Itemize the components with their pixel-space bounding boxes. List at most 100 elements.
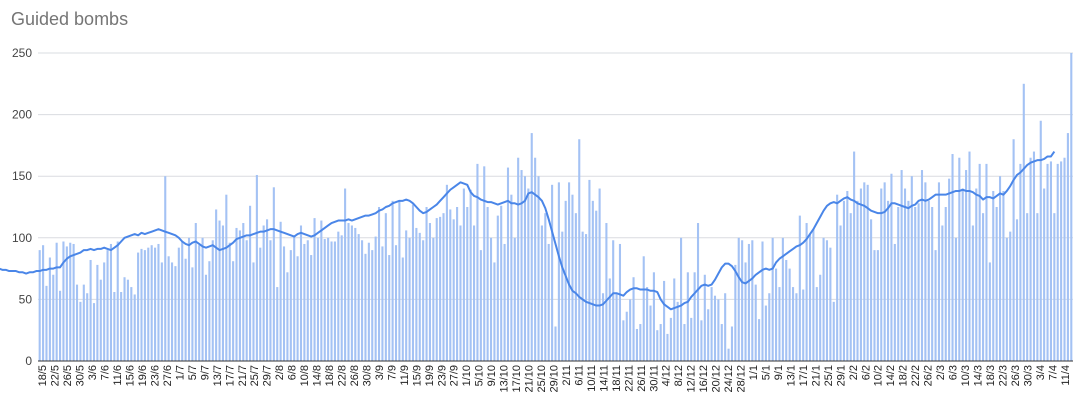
bar [812,229,815,361]
bar [228,242,231,361]
bar [381,246,384,361]
bar [751,240,754,361]
bar [656,330,659,361]
bar [184,258,187,361]
bar [211,240,214,361]
bar [489,237,493,361]
bar [761,241,764,361]
bar [598,188,601,361]
bar [764,305,767,361]
bar [340,235,343,361]
x-tick-label: 13/10 [499,365,511,393]
bar [897,207,900,361]
bar [944,207,947,361]
gridlines [38,52,1073,300]
y-tick-label: 250 [12,46,32,60]
x-tick-label: 30/11 [648,365,660,392]
bar [249,205,252,361]
bar [503,243,506,361]
bar [201,237,204,361]
bar [907,200,910,361]
bar [707,309,710,361]
bar [523,176,527,361]
bar [853,151,856,361]
bar [775,268,778,361]
bar [998,176,1002,361]
bar [367,242,370,361]
x-tick-label: 11/4 [1060,365,1072,386]
bar [204,274,208,361]
bar [194,223,197,361]
bar [1049,161,1052,361]
bar [730,326,734,361]
bar [961,188,964,361]
bar [89,259,92,361]
bar [1019,163,1022,361]
bar [496,215,499,361]
bar [357,234,360,361]
bar [75,284,79,361]
bar [316,237,320,361]
bar [92,303,96,361]
bar [86,293,89,361]
bar [133,294,136,361]
bar [1002,190,1005,361]
bar [920,170,924,361]
x-tick-label: 6/2 [860,365,872,380]
y-axis-ticks: 0 50 100 150 200 250 [12,46,32,368]
bar [493,262,496,361]
bar [255,174,258,361]
x-tick-label: 4/12 [661,365,673,386]
bar [310,255,313,361]
bar [975,188,978,361]
bar [948,178,951,361]
bar [927,200,930,361]
bar [170,262,174,361]
x-tick-label: 6/3 [948,365,960,380]
bar [1009,231,1012,361]
bar [1012,139,1015,361]
x-tick-label: 27/6 [162,365,174,386]
bar [259,247,262,361]
bar [469,189,472,361]
x-tick-label: 29/1 [835,365,847,386]
bar [167,256,170,361]
bar [747,243,750,361]
x-tick-label: 6/8 [287,365,299,380]
bar [174,266,177,361]
bar [354,227,357,361]
bar [537,176,540,361]
bar [880,188,883,361]
x-tick-label: 17/10 [511,365,523,393]
bar [513,237,516,361]
bar [754,284,757,361]
bar [391,200,394,361]
bar [208,261,211,361]
bar [951,154,954,361]
x-tick-label: 22/2 [910,365,922,386]
bar [347,223,350,361]
bar [99,279,102,361]
bar [106,250,109,361]
bar [588,179,591,361]
x-tick-label: 26/8 [349,365,361,386]
bar [965,170,968,361]
bar [839,225,842,361]
x-tick-label: 26/2 [923,365,935,386]
y-tick-label: 0 [25,354,32,368]
bar [459,225,462,361]
bar [123,277,126,361]
bar [642,256,645,361]
x-tick-label: 19/9 [424,365,436,386]
bar [551,184,554,361]
bar [842,200,845,361]
bar [384,213,387,361]
bar [632,277,635,361]
bar [79,301,82,361]
bar [303,243,306,361]
x-tick-label: 30/3 [1022,365,1034,386]
bar [327,237,330,361]
bar [612,240,615,361]
bar [150,245,153,361]
